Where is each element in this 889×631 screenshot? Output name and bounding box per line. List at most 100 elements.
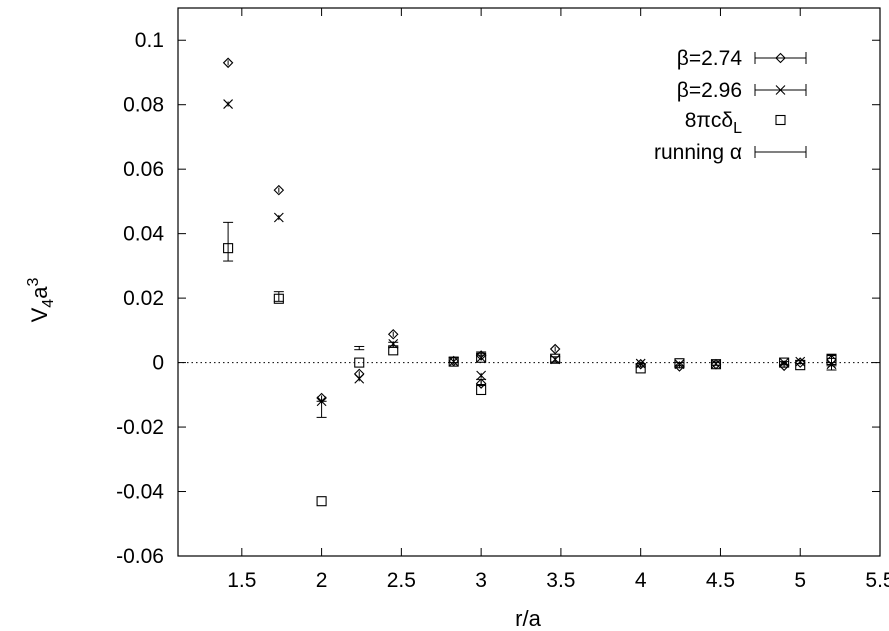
y-axis-label-mid: a xyxy=(27,286,52,299)
error-bar xyxy=(550,356,561,363)
y-tick-label: 0 xyxy=(152,352,164,375)
square-marker xyxy=(710,359,722,370)
error-bar xyxy=(476,351,487,356)
legend-label: β=2.96 xyxy=(677,79,742,102)
data-point xyxy=(550,356,561,363)
data-point xyxy=(779,361,790,366)
error-bar xyxy=(779,361,790,366)
diamond-marker xyxy=(273,184,285,196)
series-errorbar xyxy=(223,221,837,418)
series-square xyxy=(223,243,837,507)
diamond-marker xyxy=(549,343,561,355)
x-tick-label: 4 xyxy=(635,569,647,592)
diamond-marker xyxy=(778,360,790,372)
square-marker xyxy=(354,357,365,368)
y-tick-label: -0.06 xyxy=(116,545,164,568)
data-point xyxy=(273,184,285,196)
square-marker xyxy=(674,358,685,369)
error-bar xyxy=(710,361,721,366)
x-tick-label: 3 xyxy=(475,569,487,592)
x-axis-ticks: 1.5 2 2.5 3 3.5 4 4.5 5 5.5 xyxy=(227,8,889,592)
x-tick-label: 5.5 xyxy=(865,569,889,592)
legend-label-text: β=2.74 xyxy=(677,47,743,70)
x-tick-label: 4.5 xyxy=(706,569,735,592)
data-point xyxy=(388,341,399,348)
data-point xyxy=(779,357,790,368)
cross-marker xyxy=(223,99,233,109)
diamond-marker xyxy=(775,52,786,64)
legend: β=2.74 β=2.96 8πcδL running α xyxy=(654,47,807,164)
square-marker xyxy=(779,357,790,368)
data-point xyxy=(354,345,365,351)
data-point xyxy=(476,351,487,356)
data-point xyxy=(635,363,646,368)
square-marker xyxy=(775,114,786,126)
diamond-marker xyxy=(448,355,459,367)
cross-marker xyxy=(354,373,365,384)
error-bar xyxy=(354,345,365,351)
legend-label: 8πcδL xyxy=(685,109,742,137)
legend-item: β=2.96 xyxy=(677,79,807,102)
data-point xyxy=(826,354,837,364)
data-point xyxy=(795,359,806,365)
diamond-marker xyxy=(674,361,685,372)
data-point xyxy=(354,357,365,368)
y-axis-label-base: V xyxy=(27,307,52,322)
diamond-marker xyxy=(475,378,487,389)
legend-item: running α xyxy=(654,141,807,164)
error-bar xyxy=(273,291,284,302)
error-bar xyxy=(476,378,487,386)
data-point xyxy=(550,353,561,364)
error-bar xyxy=(316,400,327,418)
x-axis-label: r/a xyxy=(515,606,541,631)
legend-label: β=2.74 xyxy=(677,47,743,70)
data-point xyxy=(354,373,365,384)
series-diamond xyxy=(222,57,837,404)
legend-item: β=2.74 xyxy=(677,47,807,70)
data-point xyxy=(316,496,327,507)
y-tick-label: 0.08 xyxy=(123,94,164,117)
data-point xyxy=(674,358,685,369)
error-bar xyxy=(795,359,806,365)
y-tick-label: -0.02 xyxy=(116,416,164,439)
error-bar xyxy=(635,363,646,368)
data-point xyxy=(273,212,284,223)
data-point xyxy=(223,99,233,109)
x-tick-label: 1.5 xyxy=(227,569,256,592)
diamond-marker xyxy=(635,358,646,370)
cross-marker xyxy=(775,85,786,95)
data-point xyxy=(710,361,721,366)
x-tick-label: 2 xyxy=(316,569,328,592)
data-point xyxy=(476,378,487,386)
data-point xyxy=(549,343,561,355)
error-bar xyxy=(223,221,234,262)
square-marker xyxy=(550,353,561,364)
data-point xyxy=(710,359,722,370)
plot-frame xyxy=(177,7,881,557)
legend-label-text: running α xyxy=(654,141,742,164)
diamond-marker xyxy=(387,328,399,340)
diamond-marker xyxy=(222,57,234,69)
data-point xyxy=(223,221,234,262)
data-point xyxy=(273,291,284,302)
legend-label-text: 8πcδ xyxy=(685,109,733,132)
data-point xyxy=(448,356,459,364)
data-point xyxy=(222,57,234,69)
y-tick-label: 0.1 xyxy=(135,29,164,52)
y-tick-label: 0.06 xyxy=(123,158,164,181)
square-marker xyxy=(316,496,327,507)
cross-marker xyxy=(476,370,487,381)
error-bar xyxy=(674,362,685,367)
series-cross xyxy=(223,99,837,407)
cross-marker xyxy=(273,212,284,223)
legend-label-text: β=2.96 xyxy=(677,79,742,102)
legend-label: running α xyxy=(654,141,742,164)
y-tick-label: -0.04 xyxy=(116,481,164,504)
y-axis-label-sub: 4 xyxy=(40,299,57,308)
data-point xyxy=(316,400,327,418)
y-axis-label: V4a3 xyxy=(25,278,57,323)
error-bar xyxy=(448,356,459,364)
data-series-layer xyxy=(222,57,837,507)
y-axis-ticks: -0.06 -0.04 -0.02 0 0.02 0.04 0.06 0.08 0.1 xyxy=(116,29,880,568)
